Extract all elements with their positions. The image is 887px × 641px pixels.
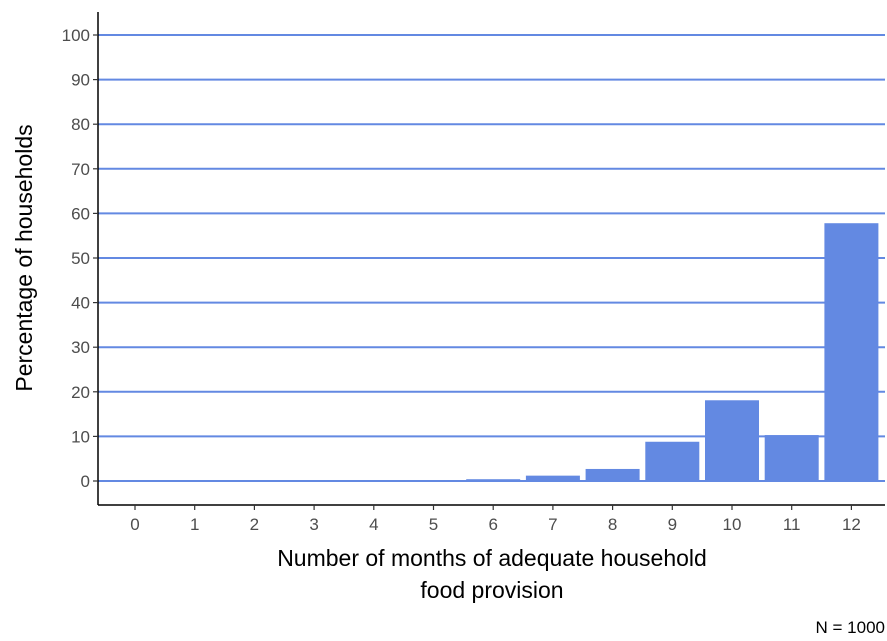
y-tick-label-10: 10 [71,427,90,446]
y-tick-label-20: 20 [71,383,90,402]
y-tick-label-40: 40 [71,294,90,313]
bar-8 [585,468,640,481]
y-tick-label-0: 0 [81,472,90,491]
x-axis-title-line-1: Number of months of adequate household [277,545,707,571]
x-tick-label-0: 0 [130,515,139,534]
x-axis-title-line-2: food provision [420,577,563,603]
chart-caption: N = 1000 [816,618,885,637]
x-tick-label-11: 11 [783,515,801,534]
bar-9 [645,441,700,481]
x-tick-label-10: 10 [723,515,742,534]
x-tick-label-1: 1 [190,515,199,534]
bars [466,223,879,481]
bar-7 [525,475,580,481]
x-tick-label-3: 3 [309,515,318,534]
gridlines [98,34,885,482]
y-tick-label-30: 30 [71,338,90,357]
y-tick-label-60: 60 [71,204,90,223]
y-tick-label-50: 50 [71,249,90,268]
bar-10 [705,400,759,481]
bar-11 [764,435,819,481]
x-axis-ticks: 0 1 2 3 4 5 6 7 8 9 10 11 12 [130,505,861,534]
x-tick-label-4: 4 [369,515,378,534]
y-tick-label-100: 100 [62,26,90,45]
bar-12 [824,223,879,481]
y-tick-label-90: 90 [71,71,90,90]
x-tick-label-7: 7 [548,515,557,534]
x-tick-label-2: 2 [250,515,259,534]
y-axis-title: Percentage of households [11,124,37,391]
x-tick-label-9: 9 [668,515,677,534]
x-tick-label-12: 12 [842,515,861,534]
x-tick-label-5: 5 [429,515,438,534]
x-tick-label-6: 6 [488,515,497,534]
y-axis-ticks: 0 10 20 30 40 50 60 70 80 90 100 [62,26,98,491]
y-tick-label-70: 70 [71,160,90,179]
bar-6 [466,479,521,481]
x-tick-label-8: 8 [608,515,617,534]
y-tick-label-80: 80 [71,115,90,134]
